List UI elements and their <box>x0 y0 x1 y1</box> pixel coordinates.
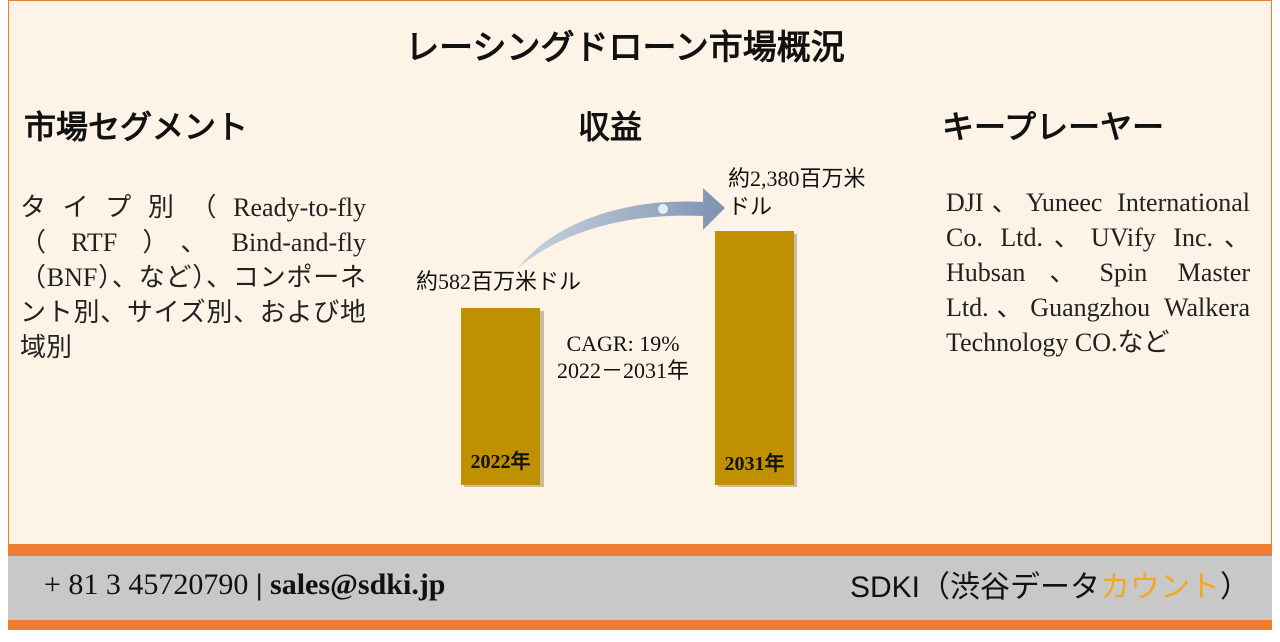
arrow-dot <box>658 204 668 214</box>
players-text: DJI、Yuneec International Co. Ltd.、UVify … <box>946 188 1250 357</box>
footer-bg <box>8 556 1272 620</box>
year-label: 2022年 <box>470 451 531 473</box>
company-highlight: カウント <box>1100 571 1220 604</box>
stripe <box>8 545 1272 556</box>
panel <box>8 0 1272 545</box>
cagr: CAGR: 19% <box>566 331 680 356</box>
company-name: SDKI（渋谷データ <box>849 571 1100 604</box>
separator: | <box>255 568 263 601</box>
growth-arrow <box>518 188 725 268</box>
company-close: ） <box>1220 571 1250 604</box>
heading: 市場セグメント <box>24 109 249 145</box>
email[interactable]: sales@sdki.jp <box>270 568 446 601</box>
start-label: 約582百万米ドル <box>416 269 582 294</box>
bar-2031 <box>715 231 794 485</box>
bottom-stripe <box>8 620 1272 630</box>
title: レーシングドローン市場概況 <box>405 30 845 67</box>
phone: + 81 3 45720790 <box>44 568 249 601</box>
company: SDKI（渋谷データカウント） <box>850 562 1250 606</box>
year-label: 2031年 <box>724 453 785 475</box>
heading: キープレーヤー <box>942 109 1165 145</box>
contact: + 81 3 45720790 | sales@sdki.jp <box>44 568 446 602</box>
segments-text: タイプ別（Ready-to-fly（RTF）、Bind-and-fly（BNF）… <box>20 193 366 362</box>
bar-2022 <box>461 308 540 485</box>
period: 2022－2031年 <box>556 358 689 383</box>
heading: 収益 <box>578 109 643 145</box>
end-label: 約2,380百万米ドル <box>728 166 866 219</box>
